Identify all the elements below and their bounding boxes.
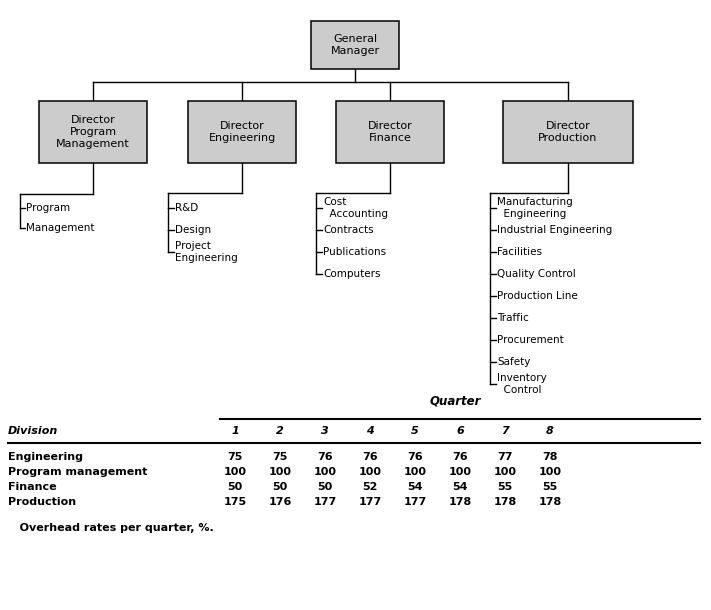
Text: Program: Program	[26, 203, 70, 213]
Text: Engineering: Engineering	[8, 452, 83, 462]
Text: Contracts: Contracts	[323, 225, 373, 235]
Text: 55: 55	[498, 482, 513, 492]
Text: 75: 75	[272, 452, 288, 462]
Text: 178: 178	[449, 497, 471, 507]
Text: 175: 175	[223, 497, 247, 507]
FancyBboxPatch shape	[39, 101, 147, 163]
FancyBboxPatch shape	[336, 101, 444, 163]
Text: Manufacturing
  Engineering: Manufacturing Engineering	[497, 197, 573, 219]
Text: 1: 1	[231, 426, 239, 436]
Text: 50: 50	[228, 482, 242, 492]
Text: 3: 3	[321, 426, 329, 436]
Text: Overhead rates per quarter, %.: Overhead rates per quarter, %.	[8, 523, 214, 533]
FancyBboxPatch shape	[188, 101, 296, 163]
Text: Quality Control: Quality Control	[497, 269, 576, 279]
Text: 100: 100	[314, 467, 336, 477]
Text: R&D: R&D	[175, 203, 198, 213]
Text: Director
Engineering: Director Engineering	[208, 121, 276, 143]
Text: 178: 178	[538, 497, 562, 507]
Text: Facilities: Facilities	[497, 247, 542, 257]
Text: 100: 100	[358, 467, 382, 477]
Text: 100: 100	[449, 467, 471, 477]
Text: 8: 8	[546, 426, 554, 436]
Text: 77: 77	[497, 452, 513, 462]
Text: Quarter: Quarter	[429, 395, 481, 408]
Text: Industrial Engineering: Industrial Engineering	[497, 225, 612, 235]
Text: 55: 55	[542, 482, 557, 492]
Text: 54: 54	[452, 482, 468, 492]
Text: 76: 76	[362, 452, 378, 462]
Text: 100: 100	[538, 467, 562, 477]
Text: Director
Production: Director Production	[538, 121, 598, 143]
Text: 178: 178	[493, 497, 517, 507]
Text: 177: 177	[403, 497, 427, 507]
Text: Director
Finance: Director Finance	[368, 121, 412, 143]
Text: 76: 76	[452, 452, 468, 462]
Text: 5: 5	[411, 426, 419, 436]
Text: General
Manager: General Manager	[331, 34, 380, 56]
Text: 100: 100	[269, 467, 292, 477]
Text: Director
Program
Management: Director Program Management	[56, 115, 130, 149]
FancyBboxPatch shape	[503, 101, 633, 163]
Text: Finance: Finance	[8, 482, 57, 492]
Text: 100: 100	[404, 467, 427, 477]
Text: Program management: Program management	[8, 467, 147, 477]
Text: 100: 100	[493, 467, 516, 477]
Text: Publications: Publications	[323, 247, 386, 257]
Text: 7: 7	[501, 426, 509, 436]
Text: 2: 2	[276, 426, 284, 436]
Text: 75: 75	[228, 452, 242, 462]
Text: 6: 6	[456, 426, 464, 436]
Text: Safety: Safety	[497, 357, 530, 367]
Text: 54: 54	[407, 482, 423, 492]
Text: Traffic: Traffic	[497, 313, 529, 323]
Text: 4: 4	[366, 426, 374, 436]
Text: Production Line: Production Line	[497, 291, 578, 301]
Text: 177: 177	[358, 497, 382, 507]
Text: 100: 100	[223, 467, 247, 477]
FancyBboxPatch shape	[311, 21, 399, 69]
Text: 76: 76	[407, 452, 423, 462]
Text: 50: 50	[272, 482, 288, 492]
Text: Management: Management	[26, 223, 95, 233]
Text: Cost
  Accounting: Cost Accounting	[323, 197, 388, 219]
Text: 177: 177	[314, 497, 336, 507]
Text: Inventory
  Control: Inventory Control	[497, 373, 547, 395]
Text: Project
Engineering: Project Engineering	[175, 241, 237, 263]
Text: Production: Production	[8, 497, 76, 507]
Text: Design: Design	[175, 225, 211, 235]
Text: 78: 78	[542, 452, 557, 462]
Text: Procurement: Procurement	[497, 335, 564, 345]
Text: 52: 52	[363, 482, 378, 492]
Text: 76: 76	[317, 452, 333, 462]
Text: 176: 176	[268, 497, 292, 507]
Text: 50: 50	[317, 482, 333, 492]
Text: Division: Division	[8, 426, 58, 436]
Text: Computers: Computers	[323, 269, 380, 279]
